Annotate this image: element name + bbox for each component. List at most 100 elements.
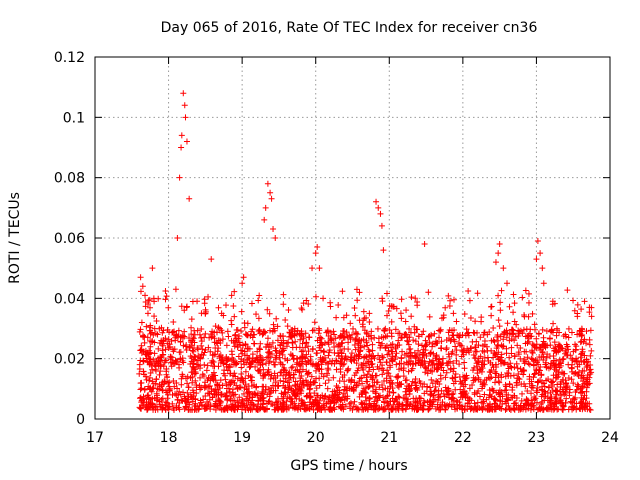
data-point — [208, 256, 215, 263]
data-point — [376, 384, 383, 391]
data-point — [395, 384, 402, 391]
y-axis-label: ROTI / TECUs — [7, 192, 23, 284]
data-point — [407, 329, 414, 336]
data-point — [508, 394, 515, 401]
data-point — [430, 398, 437, 405]
data-point — [205, 375, 212, 382]
data-point — [289, 339, 296, 346]
data-point — [331, 349, 338, 356]
data-point — [314, 362, 321, 369]
data-point — [143, 403, 150, 410]
data-point — [338, 333, 345, 340]
data-point — [178, 303, 185, 310]
data-point — [403, 402, 410, 409]
data-point — [256, 345, 263, 352]
data-point — [137, 357, 144, 364]
data-point — [255, 359, 262, 366]
data-point — [170, 348, 177, 355]
data-point — [574, 301, 581, 308]
data-point — [504, 320, 511, 327]
data-point — [426, 339, 433, 346]
data-point — [357, 348, 364, 355]
data-point — [471, 400, 478, 407]
data-point — [353, 335, 360, 342]
data-point — [476, 366, 483, 373]
data-point — [204, 362, 211, 369]
data-point — [353, 360, 360, 367]
data-point — [215, 304, 222, 311]
data-point — [139, 283, 146, 290]
data-point — [151, 394, 158, 401]
data-point — [198, 342, 205, 349]
data-point — [436, 334, 443, 341]
data-point — [399, 406, 406, 413]
data-point — [347, 378, 354, 385]
data-point — [475, 376, 482, 383]
data-point — [264, 354, 271, 361]
data-point — [432, 405, 439, 412]
data-point — [351, 398, 358, 405]
y-tick-label: 0.1 — [63, 110, 85, 126]
data-point — [561, 391, 568, 398]
data-point — [366, 395, 373, 402]
data-point — [307, 356, 314, 363]
data-point — [216, 397, 223, 404]
data-point — [427, 401, 434, 408]
data-point — [327, 400, 334, 407]
data-point — [356, 317, 363, 324]
data-point — [198, 338, 205, 345]
data-point — [432, 383, 439, 390]
data-point — [541, 383, 548, 390]
data-point — [380, 247, 387, 254]
data-point — [360, 360, 367, 367]
data-point — [572, 388, 579, 395]
data-point — [464, 405, 471, 412]
data-point — [212, 406, 219, 413]
data-point — [189, 373, 196, 380]
data-point — [405, 368, 412, 375]
data-point — [505, 402, 512, 409]
data-point — [253, 311, 260, 318]
data-point — [314, 244, 321, 251]
data-point — [418, 331, 425, 338]
data-point — [501, 360, 508, 367]
data-point — [353, 286, 360, 293]
data-point — [396, 330, 403, 337]
data-point — [257, 340, 264, 347]
data-point — [194, 327, 201, 334]
data-point — [173, 403, 180, 410]
data-point — [219, 329, 226, 336]
data-point — [501, 329, 508, 336]
data-point — [546, 335, 553, 342]
data-point — [206, 334, 213, 341]
data-point — [209, 374, 216, 381]
data-point — [176, 406, 183, 413]
data-point — [293, 404, 300, 411]
data-point — [157, 356, 164, 363]
data-point — [512, 333, 519, 340]
data-point — [265, 344, 272, 351]
data-point — [413, 384, 420, 391]
data-point — [553, 357, 560, 364]
data-point — [495, 337, 502, 344]
data-point — [231, 406, 238, 413]
data-point — [515, 333, 522, 340]
data-point — [456, 334, 463, 341]
data-point — [398, 381, 405, 388]
data-point — [209, 394, 216, 401]
data-point — [373, 198, 380, 205]
data-point — [458, 342, 465, 349]
data-point — [550, 378, 557, 385]
data-point — [158, 324, 165, 331]
data-point — [148, 388, 155, 395]
data-point — [163, 365, 170, 372]
data-point — [333, 366, 340, 373]
data-point — [373, 386, 380, 393]
data-point — [513, 360, 520, 367]
data-point — [447, 297, 454, 304]
data-point — [508, 364, 515, 371]
data-point — [557, 399, 564, 406]
data-point — [381, 399, 388, 406]
data-point — [444, 402, 451, 409]
data-point — [182, 398, 189, 405]
